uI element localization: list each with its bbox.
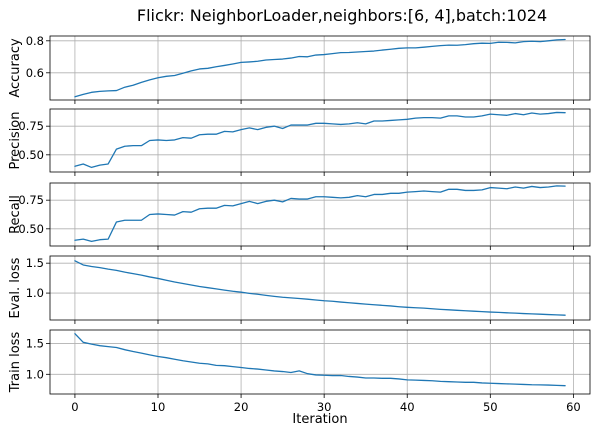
y-tick-label: 1.0 — [26, 367, 44, 381]
y-axis-label: Accuracy — [8, 38, 23, 98]
x-tick-label: 30 — [317, 400, 332, 414]
axes-frame — [49, 329, 591, 395]
x-tick-label: 20 — [234, 400, 249, 414]
y-tick-label: 1.0 — [26, 286, 44, 300]
y-tick-label: 0.50 — [18, 148, 44, 162]
y-tick-label: 0.50 — [18, 222, 44, 236]
series-line — [74, 38, 566, 98]
y-axis-label: Precision — [8, 111, 23, 169]
x-tick-label: 10 — [151, 400, 166, 414]
x-tick-label: 40 — [400, 400, 415, 414]
y-tick-label: 0.75 — [18, 193, 44, 207]
y-axis-label: Eval. loss — [8, 257, 23, 318]
subplot-5: 1.0 1.5 0 10 20 30 40 50 60 Train loss — [8, 329, 591, 414]
series-line — [74, 111, 566, 169]
y-tick-label: 0.8 — [26, 34, 44, 48]
axes-frame — [49, 182, 591, 247]
axes-frame — [49, 108, 591, 173]
x-axis-label: Iteration — [292, 412, 347, 427]
series-line — [74, 333, 566, 387]
y-tick-label: 1.5 — [26, 337, 44, 351]
x-tick-label: 0 — [71, 400, 78, 414]
y-axis-label: Train loss — [8, 332, 23, 394]
x-tick-label: 60 — [566, 400, 581, 414]
series-line — [74, 260, 566, 316]
y-tick-label: 0.6 — [26, 66, 44, 80]
x-tick-label: 50 — [483, 400, 498, 414]
y-tick-label: 0.75 — [18, 119, 44, 133]
y-tick-label: 1.5 — [26, 256, 44, 270]
subplots: 0.60.8Accuracy0.500.75Precision0.500.75R… — [8, 34, 591, 414]
axes-frame — [49, 35, 591, 101]
axes-frame — [49, 255, 591, 321]
y-axis-label: Recall — [8, 195, 23, 234]
series-line — [74, 185, 566, 243]
figure-title: Flickr: NeighborLoader,neighbors:[6, 4],… — [137, 6, 547, 25]
